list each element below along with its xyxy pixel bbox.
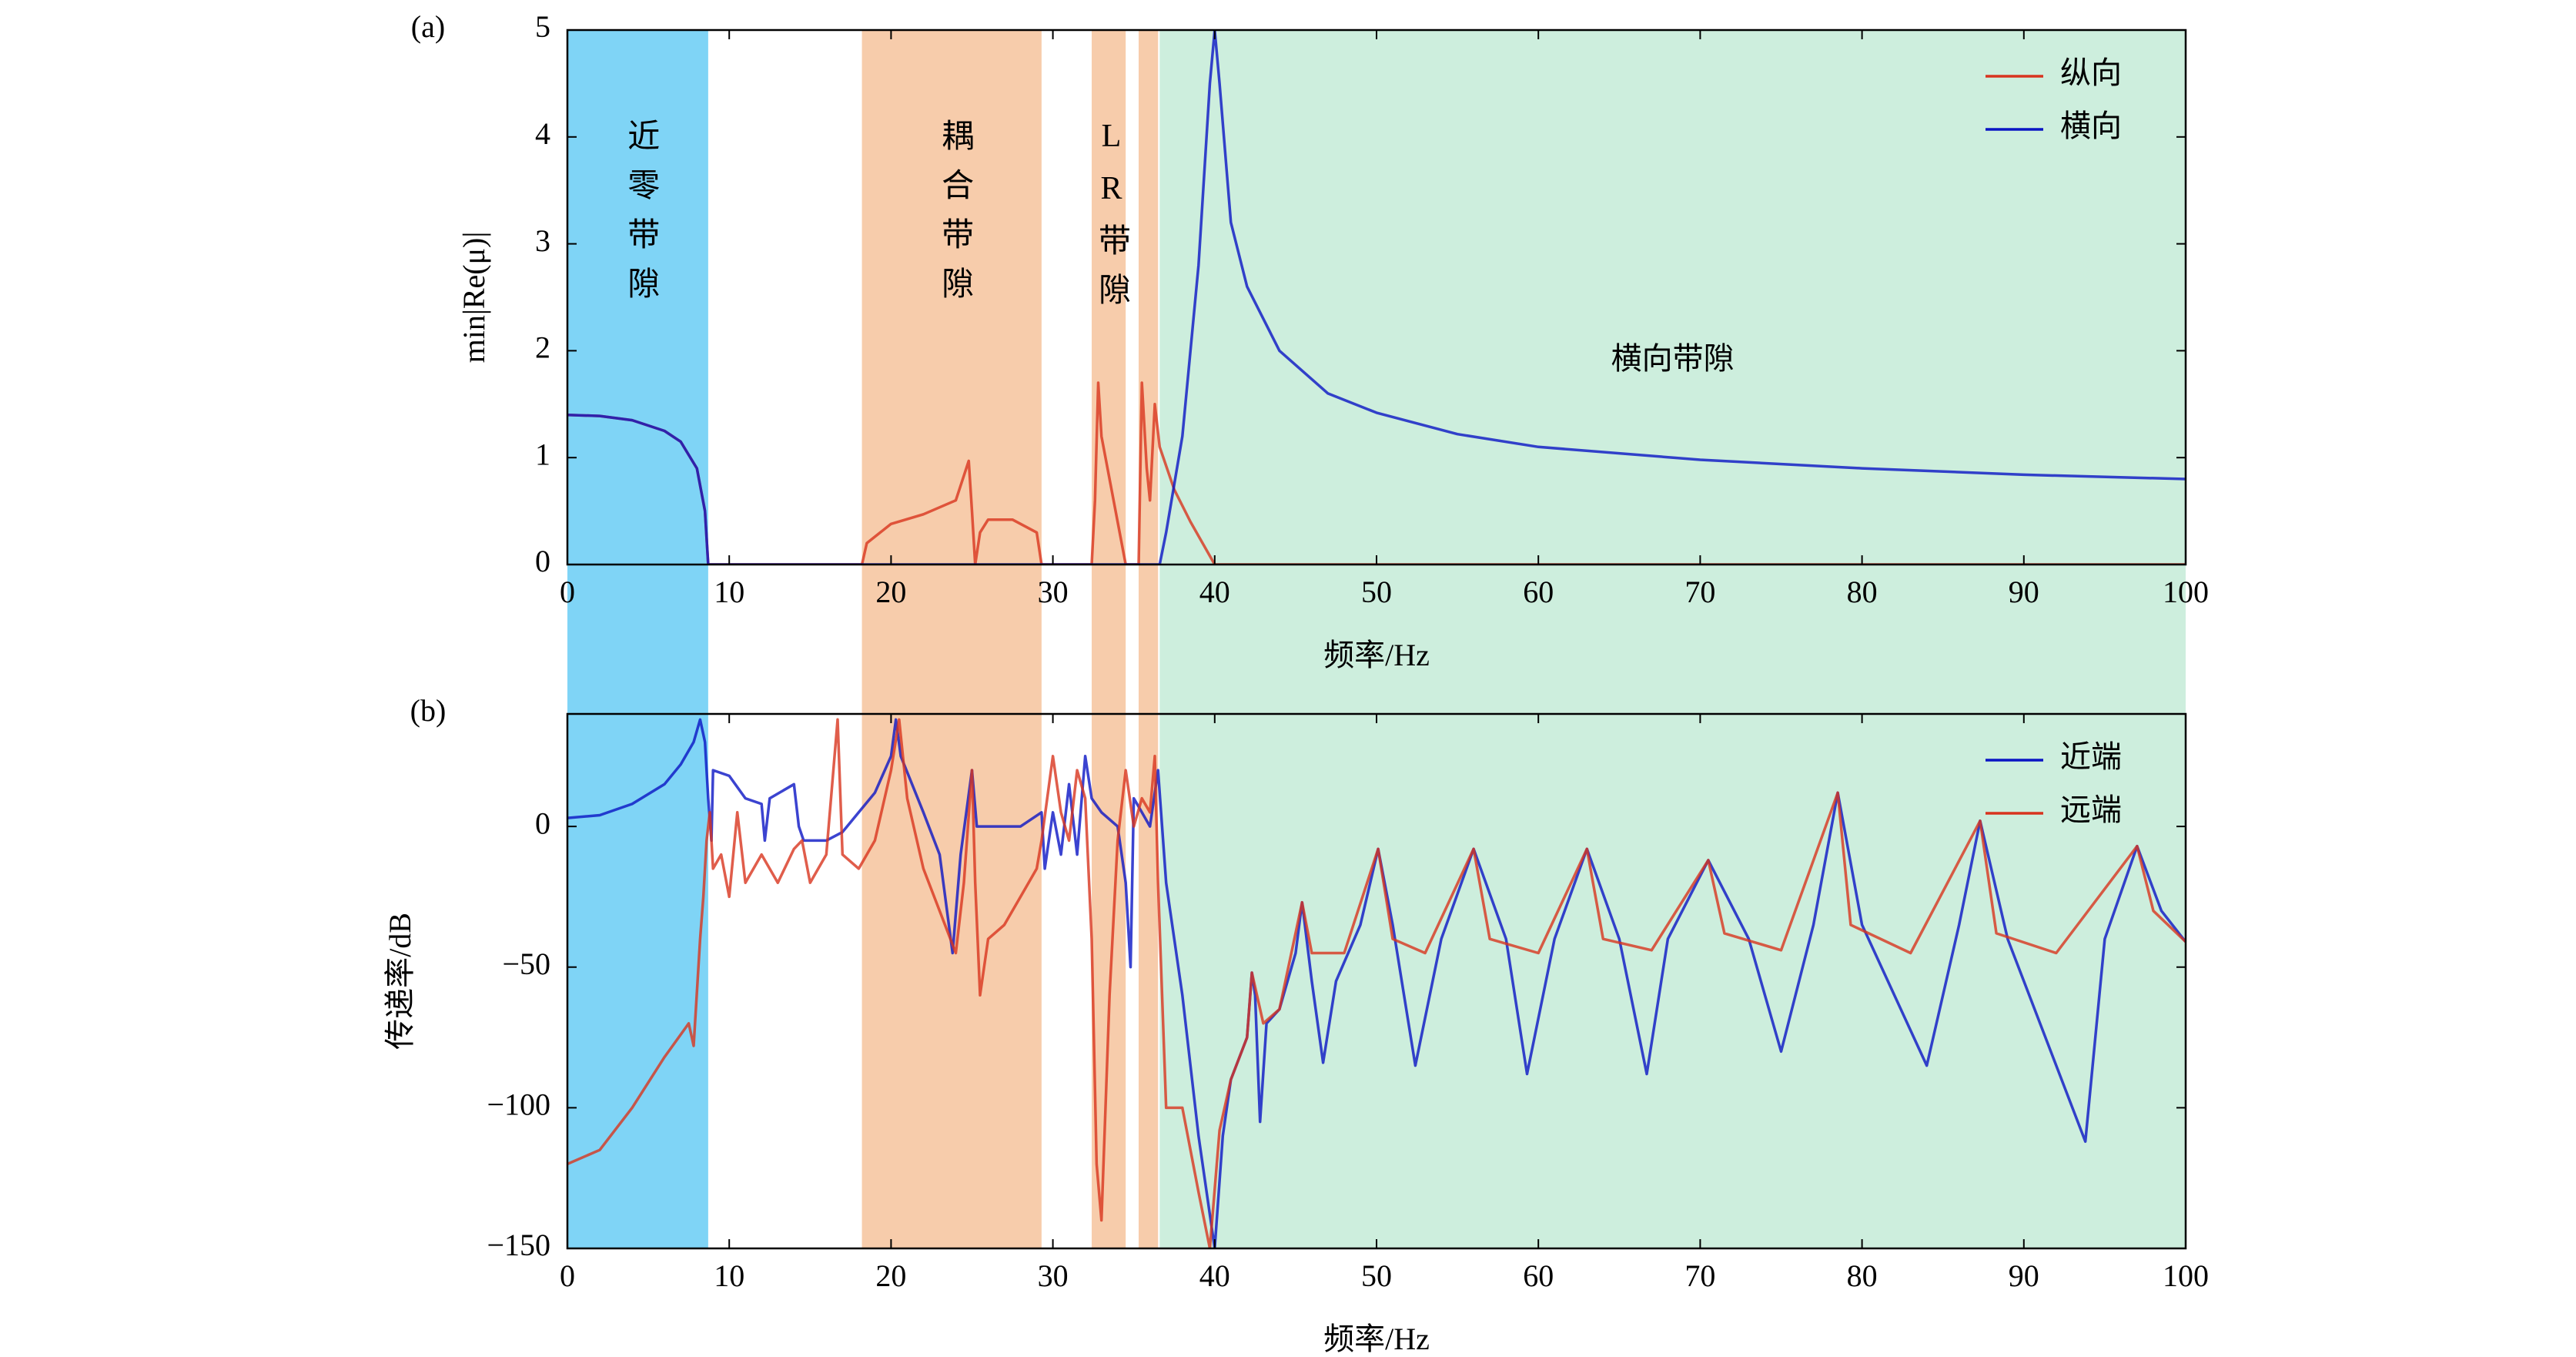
y-axis-label: min|Re(μ)|	[457, 232, 491, 364]
legend-label: 纵向	[2060, 55, 2122, 90]
y-tick-label: 0	[535, 544, 550, 578]
x-tick-label: 20	[875, 1258, 906, 1293]
legend-label: 横向	[2060, 109, 2122, 143]
y-tick-label: 4	[535, 116, 550, 151]
y-tick-label: 5	[535, 9, 550, 44]
x-tick-label: 0	[560, 575, 575, 609]
band	[861, 30, 1042, 1248]
band-label: 横向带隙	[1611, 341, 1735, 376]
x-tick-label: 90	[2009, 575, 2039, 609]
y-tick-label: −50	[502, 947, 550, 981]
y-tick-label: 3	[535, 223, 550, 258]
x-tick-label: 50	[1361, 575, 1392, 609]
x-tick-label: 20	[875, 575, 906, 609]
x-tick-label: 0	[560, 1258, 575, 1293]
x-tick-label: 90	[2009, 1258, 2039, 1293]
x-tick-label: 10	[714, 575, 744, 609]
band-label: LR带隙	[1093, 119, 1129, 322]
x-tick-label: 50	[1361, 1258, 1392, 1293]
data-line	[567, 30, 2186, 565]
x-axis-label: 频率/Hz	[1323, 1322, 1430, 1356]
x-tick-label: 10	[714, 1258, 744, 1293]
y-tick-label: 2	[535, 330, 550, 365]
x-axis-label: 频率/Hz	[1323, 638, 1430, 672]
legend-label: 远端	[2060, 792, 2122, 827]
x-tick-label: 30	[1038, 575, 1069, 609]
x-tick-label: 70	[1684, 1258, 1715, 1293]
band	[1139, 30, 1159, 1248]
band	[1159, 30, 2186, 1248]
y-tick-label: 0	[535, 806, 550, 840]
panel-label: (a)	[411, 9, 445, 44]
panel-label: (b)	[410, 693, 447, 728]
x-tick-label: 30	[1038, 1258, 1069, 1293]
y-tick-label: 1	[535, 437, 550, 471]
x-tick-label: 40	[1199, 1258, 1230, 1293]
panel: 0 10 20 30 40 50 60 70 80 90 100 −150 −100 −50 0 频率/Hz 传…	[383, 693, 2209, 1356]
panel: 0 10 20 30 40 50 60 70 80 90 100 0 1 2 3 4 5 频率/Hz min|Re(…	[411, 9, 2209, 672]
x-tick-label: 60	[1523, 575, 1554, 609]
x-tick-label: 40	[1199, 575, 1230, 609]
x-tick-label: 80	[1847, 1258, 1878, 1293]
x-tick-label: 60	[1523, 1258, 1554, 1293]
data-line	[567, 718, 2186, 1248]
x-tick-label: 80	[1847, 575, 1878, 609]
plot-layer: 0 10 20 30 40 50 60 70 80 90 100012345频率/Hzmin|Re(…	[383, 9, 2209, 1356]
x-tick-label: 100	[2163, 1258, 2209, 1293]
y-tick-label: −100	[487, 1087, 550, 1122]
x-tick-label: 100	[2163, 575, 2209, 609]
band-label: 近零带隙	[623, 119, 659, 316]
band	[567, 30, 708, 1248]
y-tick-label: −150	[487, 1228, 550, 1262]
data-line	[567, 718, 2186, 1248]
y-axis-label: 传递率/dB	[383, 913, 417, 1050]
x-tick-label: 70	[1684, 575, 1715, 609]
band-label: 耦合带隙	[937, 119, 973, 316]
legend-label: 近端	[2060, 739, 2122, 774]
